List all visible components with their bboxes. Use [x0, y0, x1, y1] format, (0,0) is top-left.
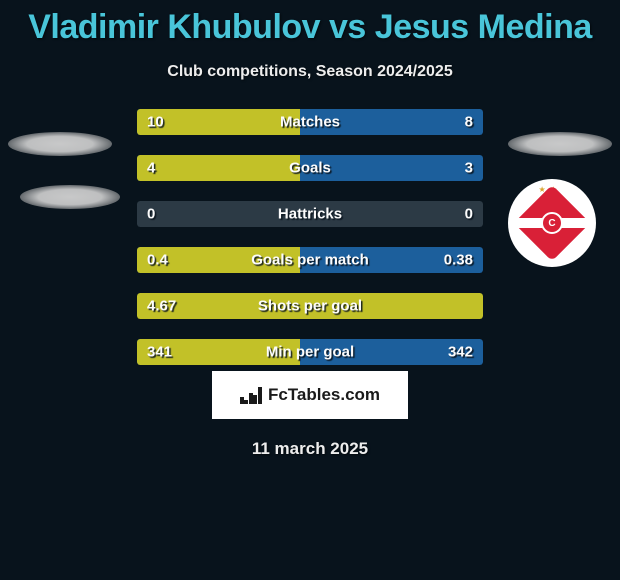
stat-value-right: 342 — [448, 344, 473, 361]
stat-value-right: 3 — [465, 160, 473, 177]
stat-label: Hattricks — [278, 206, 342, 223]
player-right-shadow-1 — [508, 132, 612, 156]
stat-row: 341 342 Min per goal — [137, 339, 483, 365]
brand-text: FcTables.com — [268, 385, 380, 405]
stat-row: 4 3 Goals — [137, 155, 483, 181]
brand-box: FcTables.com — [212, 371, 408, 419]
stat-value-right: 0.38 — [444, 252, 473, 269]
stat-value-left: 10 — [147, 114, 164, 131]
stat-value-left: 0 — [147, 206, 155, 223]
stat-value-left: 341 — [147, 344, 172, 361]
stat-label: Shots per goal — [258, 298, 362, 315]
page-subtitle: Club competitions, Season 2024/2025 — [0, 63, 620, 81]
brand-bars-icon — [240, 386, 262, 404]
stat-value-right: 8 — [465, 114, 473, 131]
stat-value-left: 0.4 — [147, 252, 168, 269]
club-diamond-icon: C — [514, 185, 590, 261]
player-left-shadow-1 — [8, 132, 112, 156]
club-letter: C — [541, 212, 563, 234]
stat-row: 0.4 0.38 Goals per match — [137, 247, 483, 273]
comparison-content: ★ ★ ★ ★ C 10 8 Matches 4 3 Goals 0 0 Hattricks 0.… — [0, 109, 620, 459]
stat-row: 0 0 Hattricks — [137, 201, 483, 227]
stat-value-left: 4 — [147, 160, 155, 177]
club-badge-right: ★ ★ ★ ★ C — [508, 179, 596, 267]
stat-value-left: 4.67 — [147, 298, 176, 315]
stat-label: Matches — [280, 114, 340, 131]
stat-label: Goals — [289, 160, 331, 177]
stat-value-right: 0 — [465, 206, 473, 223]
stat-bars: 10 8 Matches 4 3 Goals 0 0 Hattricks 0.4 0.38 Goals… — [137, 109, 483, 365]
player-left-shadow-2 — [20, 185, 120, 209]
stat-row: 10 8 Matches — [137, 109, 483, 135]
page-title: Vladimir Khubulov vs Jesus Medina — [0, 0, 620, 47]
footer-date: 11 march 2025 — [0, 439, 620, 459]
stat-label: Goals per match — [251, 252, 369, 269]
stat-row: 4.67 Shots per goal — [137, 293, 483, 319]
stat-label: Min per goal — [266, 344, 354, 361]
